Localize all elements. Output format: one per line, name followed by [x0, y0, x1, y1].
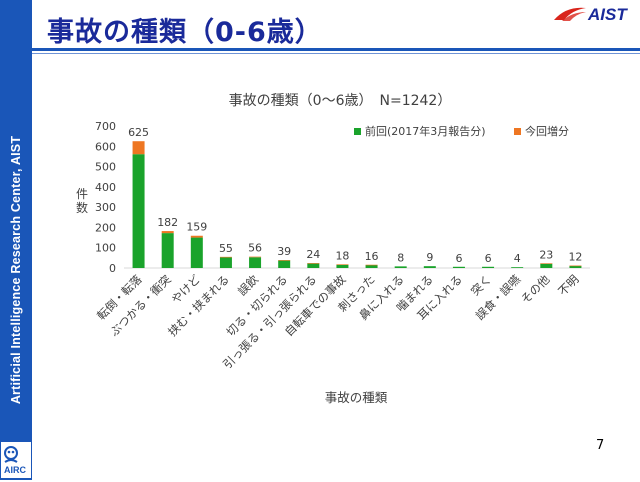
- bar-segment: [307, 263, 320, 268]
- data-label: 39: [277, 245, 291, 258]
- data-label: 16: [365, 250, 379, 263]
- bar-segment: [190, 235, 203, 238]
- data-label: 18: [335, 249, 349, 262]
- slide-title: 事故の種類（0-6歳）: [47, 17, 323, 48]
- data-label: 6: [455, 252, 462, 265]
- bar-segment: [569, 265, 582, 268]
- data-label: 4: [514, 252, 521, 265]
- title-underline: [32, 48, 640, 51]
- data-label: 12: [568, 251, 582, 264]
- bar-segment: [336, 264, 349, 265]
- legend-label: 前回(2017年3月報告分): [365, 124, 486, 138]
- data-label: 56: [248, 242, 262, 255]
- data-label: 9: [426, 251, 433, 264]
- y-tick-label: 200: [95, 221, 116, 234]
- bar-segment: [569, 265, 582, 267]
- bar-segment: [394, 266, 407, 268]
- bar-segment: [278, 260, 291, 268]
- data-label: 24: [306, 248, 320, 261]
- bar-segment: [540, 263, 553, 268]
- airc-logo-text: AIRC: [4, 465, 26, 475]
- bar-segment: [482, 266, 495, 268]
- aist-logo: AIST: [552, 2, 636, 24]
- bar-segment: [452, 266, 465, 268]
- y-axis-title: 数: [76, 200, 88, 215]
- sidebar-band: Artificial Intelligence Research Center,…: [0, 0, 32, 480]
- bar-segment: [365, 264, 378, 266]
- y-tick-label: 600: [95, 140, 116, 153]
- y-tick-label: 500: [95, 161, 116, 174]
- bar-segment: [278, 260, 291, 261]
- category-label: 不明: [555, 272, 581, 298]
- bar-segment: [423, 266, 436, 268]
- y-tick-label: 400: [95, 181, 116, 194]
- bar-segment: [161, 233, 174, 268]
- y-axis-title: 件: [76, 187, 88, 201]
- data-label: 182: [157, 216, 178, 229]
- data-label: 23: [539, 248, 553, 261]
- data-label: 625: [128, 126, 149, 139]
- legend-swatch: [514, 128, 521, 135]
- bar-segment: [511, 267, 524, 268]
- bar-segment: [336, 264, 349, 268]
- data-label: 6: [485, 252, 492, 265]
- page-number: 7: [596, 438, 605, 453]
- category-label: その他: [518, 272, 553, 307]
- data-label: 8: [397, 251, 404, 264]
- legend-label: 今回増分: [525, 124, 569, 138]
- y-tick-label: 0: [109, 262, 116, 275]
- bar-segment: [540, 263, 553, 264]
- data-label: 159: [186, 221, 207, 234]
- bar-segment: [365, 264, 378, 268]
- bar-segment: [249, 257, 262, 268]
- bar-segment: [219, 257, 232, 268]
- bar-segment: [249, 256, 262, 258]
- bar-segment: [132, 141, 145, 155]
- data-label: 55: [219, 242, 233, 255]
- bar-segment: [132, 154, 145, 268]
- bar-segment: [219, 256, 232, 258]
- legend-swatch: [354, 128, 361, 135]
- chart-title: 事故の種類（0〜6歳） N=1242）: [228, 93, 452, 109]
- bar-segment: [190, 237, 203, 268]
- y-tick-label: 100: [95, 242, 116, 255]
- airc-logo: AIRC: [1, 442, 31, 478]
- y-tick-label: 300: [95, 201, 116, 214]
- title-underline-thin: [32, 53, 640, 54]
- aist-logo-text: AIST: [587, 5, 628, 24]
- x-axis-title: 事故の種類: [325, 390, 388, 405]
- bar-segment: [161, 231, 174, 234]
- y-tick-label: 700: [95, 120, 116, 133]
- bar-segment: [307, 263, 320, 264]
